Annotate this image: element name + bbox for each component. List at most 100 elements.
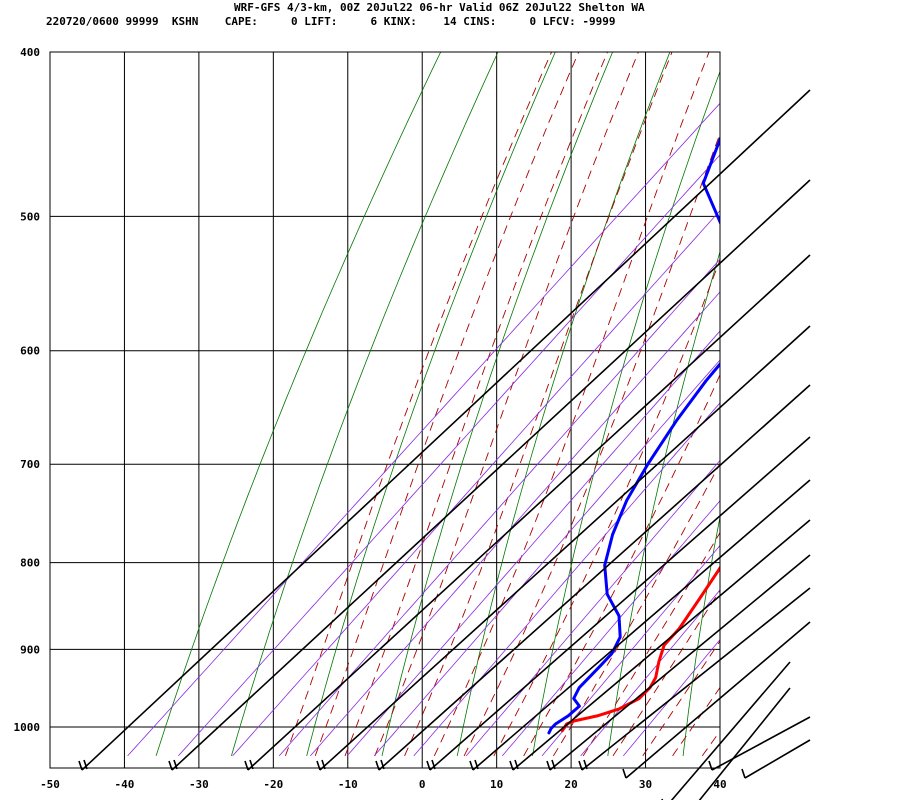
- wind-barb-flag: [426, 760, 431, 771]
- mixing-ratio-line: [232, 210, 720, 757]
- x-tick-label: -40: [115, 778, 135, 791]
- wind-barb-staff: [744, 739, 811, 779]
- moist-adiabat: [493, 258, 720, 757]
- mixing-ratio-line: [346, 330, 720, 757]
- dewpoint-trace: [547, 135, 720, 735]
- wind-barb-flag: [578, 760, 583, 771]
- wind-barb-staff: [512, 519, 811, 771]
- dry-adiabat: [834, 14, 900, 756]
- moist-adiabat: [284, 52, 553, 757]
- wind-barb-staff: [472, 479, 811, 771]
- x-tick-label: 10: [490, 778, 503, 791]
- x-tick-label: -50: [40, 778, 60, 791]
- mixing-ratio-line: [178, 154, 720, 757]
- wind-barb-staff: [429, 436, 811, 771]
- wind-barb-flag: [741, 768, 746, 779]
- wind-barb-flag: [551, 759, 556, 770]
- dry-adiabat: [381, 52, 614, 756]
- background-grid: [50, 52, 720, 768]
- wind-barb-flag: [78, 760, 83, 771]
- wind-barb-staff: [171, 179, 811, 771]
- moist-adiabat: [672, 686, 720, 757]
- wind-barb-flag: [431, 759, 436, 770]
- dry-adiabat: [682, 515, 720, 756]
- wind-barb-staff: [625, 621, 811, 779]
- mixing-ratio-line: [541, 544, 720, 757]
- dry-adiabat: [607, 250, 720, 756]
- wind-barb-staff: [319, 325, 811, 771]
- moist-adiabat: [314, 52, 580, 757]
- wind-barb-flag: [244, 760, 249, 771]
- wind-barb-flag: [173, 759, 178, 770]
- wind-barb-flag: [321, 759, 326, 770]
- x-axis-ticks: -50 -40 -30 -20 -10 0 10 20 30 40: [40, 778, 727, 791]
- y-tick-label: 1000: [14, 721, 41, 734]
- moist-adiabat: [404, 52, 673, 757]
- x-tick-label: -20: [263, 778, 283, 791]
- dry-adiabat: [456, 52, 671, 756]
- wind-barb-flag: [514, 759, 519, 770]
- wind-barb-staff: [581, 587, 811, 771]
- wind-barb-staff: [378, 384, 811, 771]
- mixing-ratio-line: [310, 291, 720, 757]
- wind-barb-flag: [316, 760, 321, 771]
- wind-barb-staff: [81, 89, 811, 771]
- y-tick-label: 700: [20, 458, 40, 471]
- moist-adiabat: [433, 52, 710, 757]
- x-tick-label: 20: [564, 778, 577, 791]
- wind-barb-flag: [380, 759, 385, 770]
- mixing-ratio-line: [373, 359, 720, 757]
- mixing-ratio-line: [413, 402, 720, 757]
- mixing-ratio-line: [278, 258, 720, 757]
- dry-adiabat: [758, 14, 900, 756]
- dry-adiabat: [306, 52, 556, 756]
- wind-barb-flag: [83, 759, 88, 770]
- wind-barb-flag: [168, 760, 173, 771]
- temperature-trace: [560, 565, 720, 733]
- wind-barb-flag: [474, 759, 479, 770]
- wind-barb-flag: [622, 768, 627, 779]
- y-tick-label: 400: [20, 46, 40, 59]
- wind-barb-staff: [698, 687, 791, 800]
- wind-barb-flag: [375, 760, 380, 771]
- x-tick-label: -30: [189, 778, 209, 791]
- moist-adiabat: [463, 132, 720, 757]
- wind-barb-flag: [509, 760, 514, 771]
- mixing-ratio-line: [501, 500, 720, 757]
- mixing-ratio-line: [127, 102, 720, 757]
- moist-adiabat: [582, 531, 720, 757]
- wind-barb-flag: [583, 759, 588, 770]
- x-tick-label: -10: [338, 778, 358, 791]
- y-axis-ticks: 400 500 600 700 800 900 1000: [14, 46, 41, 734]
- y-tick-label: 600: [20, 345, 40, 358]
- wind-barb-staff: [549, 554, 811, 771]
- wind-barbs: [78, 89, 811, 800]
- wind-barb-flag: [249, 759, 254, 770]
- y-tick-label: 500: [20, 210, 40, 223]
- mixing-ratio-line: [622, 638, 720, 757]
- moist-adiabat: [612, 589, 720, 757]
- moist-adiabat: [374, 52, 639, 757]
- moist-adiabat: [732, 14, 900, 756]
- plot-frame: [49, 51, 721, 769]
- x-tick-label: 0: [419, 778, 426, 791]
- wind-barb-staff: [247, 254, 811, 771]
- wind-barb-staff: [670, 661, 791, 800]
- wind-barb-staff: [711, 716, 811, 771]
- chart-title: WRF-GFS 4/3-km, 00Z 20Jul22 06-hr Valid …: [234, 1, 645, 14]
- moist-adiabat: [344, 52, 608, 757]
- wind-barb-flag: [546, 760, 551, 771]
- dry-adiabat: [155, 52, 442, 757]
- moist-adiabat: [523, 373, 720, 757]
- mixing-ratio-line: [580, 589, 720, 757]
- moist-adiabat: [701, 730, 720, 757]
- x-tick-label: 40: [713, 778, 726, 791]
- wind-barb-flag: [469, 760, 474, 771]
- y-tick-label: 900: [20, 643, 40, 656]
- mixing-ratio-line: [465, 459, 720, 757]
- x-tick-label: 30: [639, 778, 652, 791]
- sounding-series: [547, 135, 720, 735]
- y-tick-label: 800: [20, 557, 40, 570]
- moist-adiabat: [553, 462, 720, 757]
